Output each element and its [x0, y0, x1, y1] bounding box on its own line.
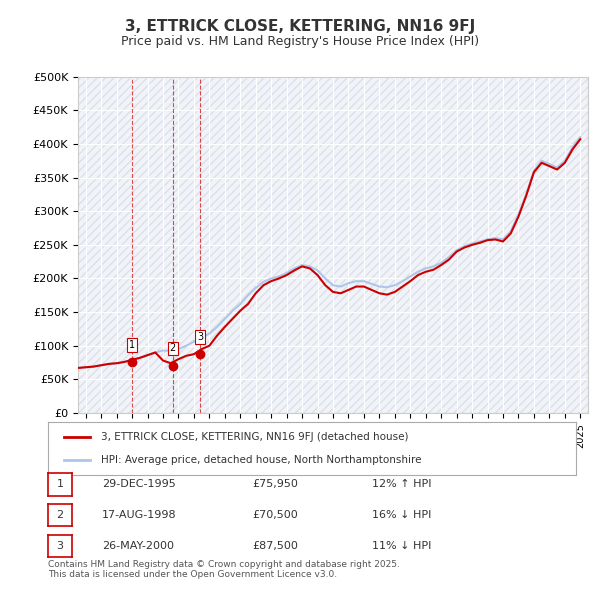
Text: 3: 3 [56, 541, 64, 550]
Text: 3: 3 [197, 332, 203, 342]
Text: £70,500: £70,500 [252, 510, 298, 520]
Text: 26-MAY-2000: 26-MAY-2000 [102, 541, 174, 550]
Text: 3, ETTRICK CLOSE, KETTERING, NN16 9FJ: 3, ETTRICK CLOSE, KETTERING, NN16 9FJ [125, 19, 475, 34]
Text: 1: 1 [56, 480, 64, 489]
Text: £75,950: £75,950 [252, 480, 298, 489]
Text: 11% ↓ HPI: 11% ↓ HPI [372, 541, 431, 550]
Text: Price paid vs. HM Land Registry's House Price Index (HPI): Price paid vs. HM Land Registry's House … [121, 35, 479, 48]
Text: HPI: Average price, detached house, North Northamptonshire: HPI: Average price, detached house, Nort… [101, 455, 421, 465]
Text: Contains HM Land Registry data © Crown copyright and database right 2025.
This d: Contains HM Land Registry data © Crown c… [48, 560, 400, 579]
Text: 17-AUG-1998: 17-AUG-1998 [102, 510, 176, 520]
Text: 16% ↓ HPI: 16% ↓ HPI [372, 510, 431, 520]
Text: 29-DEC-1995: 29-DEC-1995 [102, 480, 176, 489]
Text: 1: 1 [129, 340, 135, 350]
Text: 12% ↑ HPI: 12% ↑ HPI [372, 480, 431, 489]
Text: 2: 2 [56, 510, 64, 520]
Text: £87,500: £87,500 [252, 541, 298, 550]
Text: 2: 2 [170, 343, 176, 353]
Text: 3, ETTRICK CLOSE, KETTERING, NN16 9FJ (detached house): 3, ETTRICK CLOSE, KETTERING, NN16 9FJ (d… [101, 432, 409, 442]
